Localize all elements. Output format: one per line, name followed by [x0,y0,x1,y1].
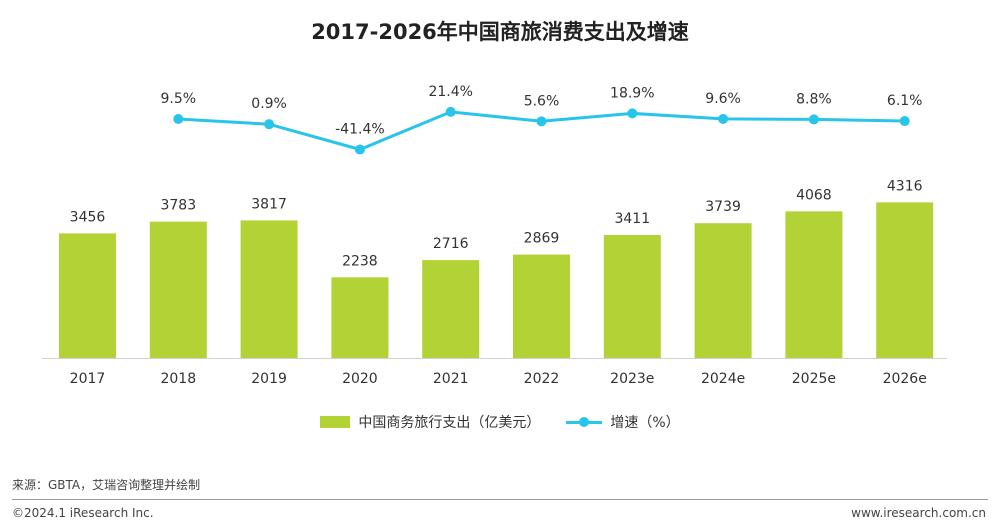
x-tick-2026e: 2026e [883,371,927,387]
growth-rate-labels: 9.5% 0.9% -41.4% 21.4% 5.6% 18.9% 9.6% 8.8% 6.1% [161,84,923,138]
growth-label-2022: 5.6% [524,93,560,109]
bar-2025e [785,211,843,358]
legend: 中国商务旅行支出（亿美元） 增速（%） [0,412,1000,432]
chart-title: 2017-2026年中国商旅消费支出及增速 [311,20,689,44]
x-tick-2023e: 2023e [610,371,654,387]
bar-value-label-2017: 3456 [70,209,106,225]
growth-point-2020 [354,144,365,155]
legend-line-label: 增速（%） [610,415,680,431]
x-tick-labels: 2017 2018 2019 2020 2021 2022 2023e 2024e 2025e 2… [70,371,927,387]
bar-2017 [59,233,116,358]
growth-label-2024e: 9.6% [705,91,741,107]
source-note: 来源：GBTA，艾瑞咨询整理并绘制 [12,478,201,492]
bar-value-label-2026e: 4316 [887,178,923,194]
bar-value-label-2018: 3783 [160,198,196,214]
growth-label-2020: -41.4% [335,122,385,138]
growth-label-2021: 21.4% [428,84,472,100]
growth-point-2023e [627,108,638,119]
x-tick-2018: 2018 [160,371,196,387]
bar-2021 [422,260,480,358]
growth-label-2018: 9.5% [161,91,197,107]
bar-value-label-2020: 2238 [342,253,378,269]
bar-2026e [876,202,934,358]
bar-value-label-2025e: 4068 [796,187,832,203]
growth-point-2025e [808,114,819,125]
legend-bar-swatch [320,416,351,428]
bar-2020 [331,277,389,358]
bar-value-label-2021: 2716 [433,236,469,252]
bar-2018 [149,221,207,358]
x-tick-2020: 2020 [342,371,378,387]
growth-point-2021 [445,106,456,117]
legend-item-growth: 增速（%） [566,412,680,432]
bar-2019 [240,220,298,358]
growth-label-2025e: 8.8% [796,91,832,107]
bar-value-label-2019: 3817 [251,196,287,212]
growth-label-2023e: 18.9% [610,85,654,101]
footer-divider [12,499,988,500]
bar-value-labels: 3456 3783 3817 2238 2716 2869 3411 3739 4068 4316 [70,178,923,269]
x-tick-2019: 2019 [251,371,287,387]
growth-point-2018 [173,114,184,124]
bar-value-label-2023e: 3411 [614,211,650,227]
bar-2022 [513,254,570,358]
growth-label-2026e: 6.1% [887,93,923,109]
growth-point-2026e [899,116,910,127]
x-tick-2021: 2021 [433,371,469,387]
x-tick-2024e: 2024e [701,371,745,387]
copyright-text: ©2024.1 iResearch Inc. [12,506,154,520]
chart-canvas: 3456 3783 3817 2238 2716 2869 3411 3739 4068 4316… [42,84,947,387]
bar-value-label-2024e: 3739 [705,199,741,215]
x-tick-2025e: 2025e [792,371,836,387]
x-tick-2017: 2017 [70,371,106,387]
growth-label-2019: 0.9% [251,96,287,112]
legend-bar-label: 中国商务旅行支出（亿美元） [358,415,541,431]
bar-value-label-2022: 2869 [524,231,560,247]
website-link[interactable]: www.iresearch.com.cn [851,506,986,520]
bar-series [59,202,934,358]
legend-item-spending: 中国商务旅行支出（亿美元） [320,412,540,432]
growth-point-2024e [718,113,729,124]
x-tick-2022: 2022 [524,371,560,387]
bar-2023e [603,235,661,358]
legend-line-swatch [566,416,603,428]
growth-point-2019 [264,119,275,130]
growth-rate-points [173,106,910,155]
bar-2024e [694,223,752,358]
growth-point-2022 [536,116,547,127]
